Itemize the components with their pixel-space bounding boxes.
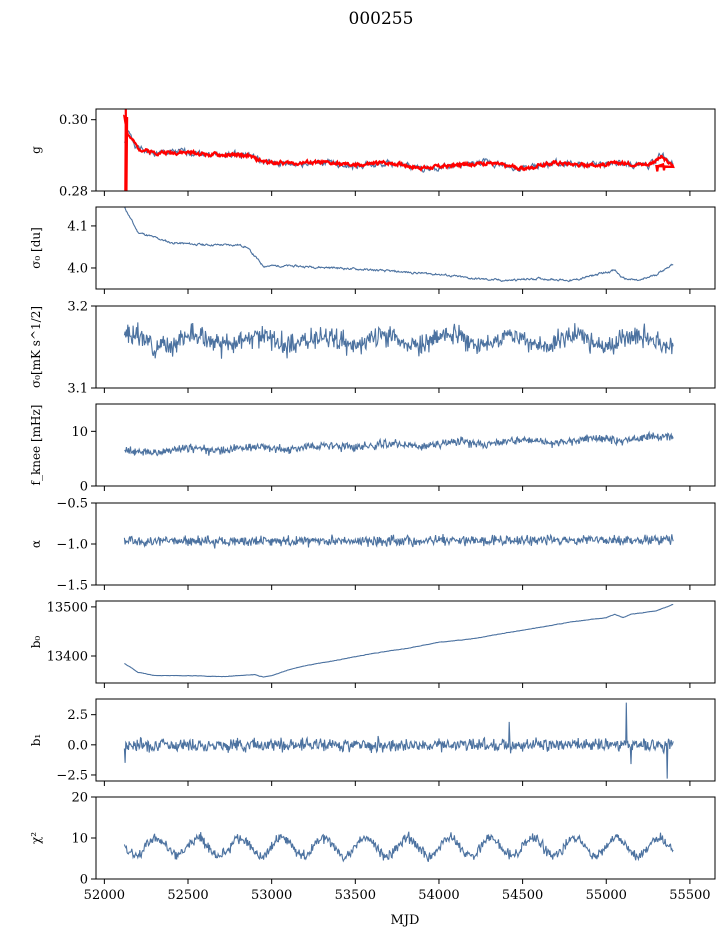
series-line-1-2	[122, 109, 675, 191]
y-tick-label: −0.5	[56, 497, 88, 512]
series-line-6-1	[124, 603, 674, 678]
axes-frame	[95, 305, 716, 389]
y-axis-label: σ₀ [du]	[29, 227, 43, 269]
y-axis-label: g	[29, 146, 43, 154]
panel-7: −2.5 0.0 2.5 b₁	[29, 698, 716, 786]
x-axis-label: MJD	[391, 913, 420, 928]
panel-1: 0.28 0.30 g	[29, 108, 716, 200]
axes-frame	[95, 600, 716, 684]
y-tick-label: 10	[71, 832, 88, 847]
axes-frame	[95, 502, 716, 586]
x-tick-label: 54000	[418, 888, 459, 903]
panel-3: 3.1 3.2 σ₀[mK s^1/2]	[29, 300, 716, 397]
y-tick-label: 0.30	[59, 113, 88, 128]
panel-5: −1.5 −1.0 −0.5 α	[29, 497, 716, 594]
y-tick-label: 4.1	[67, 219, 88, 234]
panel-8: 0 10 20 52000 52500 53000 53500 54000 54500 55000…	[29, 791, 716, 903]
y-axis-label: χ²	[29, 832, 43, 844]
y-axis-label: σ₀[mK s^1/2]	[29, 306, 43, 388]
x-tick-label: 52000	[84, 888, 125, 903]
y-tick-label: 13500	[47, 600, 88, 615]
x-tick-label: 55500	[669, 888, 710, 903]
y-tick-label: −2.5	[56, 768, 88, 783]
y-tick-label: 0	[80, 873, 88, 888]
y-axis-label: α	[29, 540, 43, 548]
y-axis-label: b₀	[29, 636, 43, 649]
y-tick-label: 3.1	[67, 382, 88, 397]
series-line-2-1	[124, 207, 674, 283]
y-tick-label: −1.0	[56, 538, 88, 553]
y-tick-label: 3.2	[67, 300, 88, 315]
series-line-4-1	[124, 430, 674, 457]
axes-frame	[95, 206, 716, 290]
figure-title: 000255	[349, 9, 414, 29]
y-axis-label: b₁	[29, 734, 43, 747]
panel-4: 0 10 f_knee [mHz]	[29, 403, 716, 495]
x-tick-label: 52500	[167, 888, 208, 903]
axes-frame	[95, 108, 716, 192]
axes-frame	[95, 698, 716, 782]
series-line-8-1	[123, 831, 674, 863]
y-tick-label: 0	[80, 480, 88, 495]
y-tick-label: −1.5	[56, 579, 88, 594]
series-line-7-1	[123, 702, 674, 779]
series-line-3-1	[123, 322, 674, 359]
series-line-5-1	[123, 533, 674, 549]
y-axis-label: f_knee [mHz]	[29, 405, 43, 486]
y-tick-label: 13400	[47, 649, 88, 664]
axes-frame	[95, 403, 716, 487]
x-tick-label: 53000	[251, 888, 292, 903]
x-tick-label: 55000	[586, 888, 627, 903]
y-tick-label: 20	[71, 791, 88, 806]
y-tick-label: 10	[71, 425, 88, 440]
x-tick-label: 53500	[335, 888, 376, 903]
y-tick-label: 0.28	[59, 185, 88, 200]
y-tick-label: 4.0	[67, 261, 88, 276]
panel-2: 4.0 4.1 σ₀ [du]	[29, 206, 716, 294]
panel-6: 13400 13500 b₀	[29, 600, 716, 688]
y-tick-label: 0.0	[67, 738, 88, 753]
x-tick-label: 54500	[502, 888, 543, 903]
panels: 0.28 0.30 g 4.0 4.1 σ₀ [du] 3.1 3.2 σ₀[mK s^1/2]…	[29, 108, 716, 903]
y-tick-label: 2.5	[67, 708, 88, 723]
series-line-1-1	[123, 129, 674, 173]
